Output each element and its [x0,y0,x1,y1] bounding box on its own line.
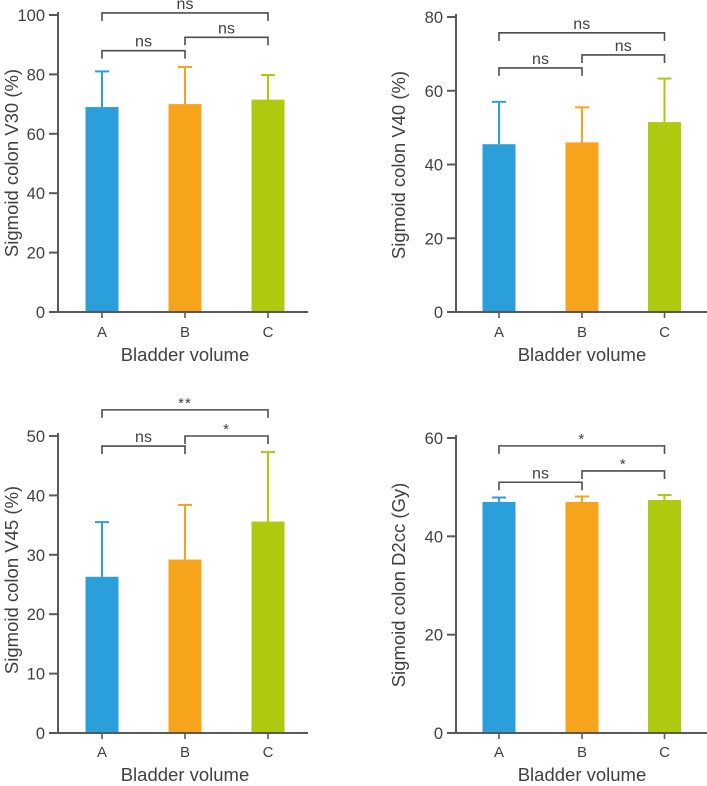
y-axis-label: Sigmoid colon D2cc (Gy) [388,483,409,688]
significance-label: ns [218,20,235,37]
significance-bracket [498,32,666,41]
significance-bracket [581,54,666,63]
x-axis-label: Bladder volume [518,344,647,365]
bar-chart: 0 20 40 60 80 A B C Bladder volume Sigmoid colon … [388,9,707,365]
significance-label: ns [177,0,194,13]
significance-label: ns [532,465,549,482]
bar-b [168,104,202,312]
y-tick-label: 20 [27,245,45,263]
y-tick-label: 40 [425,157,443,175]
x-axis-label: Bladder volume [121,764,250,785]
x-tick-label: C [263,324,274,341]
significance-bracket [581,470,666,479]
y-tick-label: 60 [27,126,45,144]
bar-a [482,144,516,312]
y-tick-label: 0 [36,725,45,743]
significance-bracket [101,409,269,418]
significance-bracket [498,67,583,76]
y-tick-label: 30 [27,547,45,565]
bar-chart: 0 10 20 30 40 50 A B C Bladder volume Sigmoid colo… [1,395,308,785]
y-tick-label: 50 [27,428,45,446]
significance-bracket [498,445,666,454]
y-tick-label: 0 [434,725,443,743]
y-axis-label: Sigmoid colon V30 (%) [1,69,22,257]
x-tick-label: C [659,324,670,341]
y-tick-label: 40 [27,185,45,203]
bar-a [482,501,516,733]
x-tick-label: A [97,324,107,341]
significance-label: ns [532,51,549,68]
y-axis-label: Sigmoid colon V45 (%) [1,486,22,674]
x-tick-label: C [263,744,274,761]
x-axis-label: Bladder volume [121,344,250,365]
y-tick-label: 40 [425,528,443,546]
bar-c [648,499,681,733]
significance-label: ns [135,429,152,446]
chart-sigmoid-colon-v30: 0 20 40 60 80 100 A B C Bladder volume Sigmoid col… [0,0,353,393]
bar-c [648,122,681,312]
y-tick-label: 10 [27,666,45,684]
bar-b [565,501,599,733]
chart-sigmoid-colon-v40: 0 20 40 60 80 A B C Bladder volume Sigmoid colon … [353,0,707,393]
y-tick-label: 80 [425,9,443,27]
x-axis-label: Bladder volume [518,764,647,785]
significance-label: * [620,456,627,473]
y-tick-label: 20 [27,606,45,624]
significance-label: ** [178,395,192,412]
significance-label: ns [135,34,152,51]
y-tick-label: 80 [27,66,45,84]
x-tick-label: B [577,744,587,761]
y-tick-label: 0 [36,304,45,322]
bar-b [168,559,202,733]
significance-label: * [578,431,585,448]
y-tick-label: 100 [17,7,45,25]
bar-a [85,576,119,733]
bar-a [85,107,119,312]
significance-bracket [101,445,186,455]
y-axis-label: Sigmoid colon V40 (%) [388,71,409,259]
x-tick-label: B [577,324,587,341]
bar-c [251,521,285,733]
y-tick-label: 20 [425,627,443,645]
chart-sigmoid-colon-v45: 0 10 20 30 40 50 A B C Bladder volume Sigmoid colo… [0,393,353,786]
significance-bracket [184,36,269,46]
x-tick-label: C [659,744,670,761]
x-tick-label: B [180,744,190,761]
significance-label: * [223,421,230,438]
significance-bracket [101,49,186,59]
x-tick-label: A [494,744,504,761]
y-tick-label: 60 [425,430,443,448]
significance-bracket [184,435,269,444]
y-tick-label: 60 [425,83,443,101]
y-tick-label: 0 [434,304,443,322]
bar-c [251,99,285,313]
y-tick-label: 40 [27,487,45,505]
chart-sigmoid-colon-d2cc: 0 20 40 60 A B C Bladder volume Sigmoid colon D2… [353,393,707,786]
y-tick-label: 20 [425,230,443,248]
bar-b [565,142,599,312]
bar-chart: 0 20 40 60 A B C Bladder volume Sigmoid colon D2… [388,430,707,785]
bar-chart: 0 20 40 60 80 100 A B C Bladder volume Sigmoid col… [1,0,308,365]
significance-bracket [101,12,269,21]
x-tick-label: A [494,324,504,341]
significance-label: ns [573,16,590,33]
x-tick-label: A [97,744,107,761]
x-tick-label: B [180,324,190,341]
significance-bracket [498,481,583,491]
significance-label: ns [615,38,632,55]
